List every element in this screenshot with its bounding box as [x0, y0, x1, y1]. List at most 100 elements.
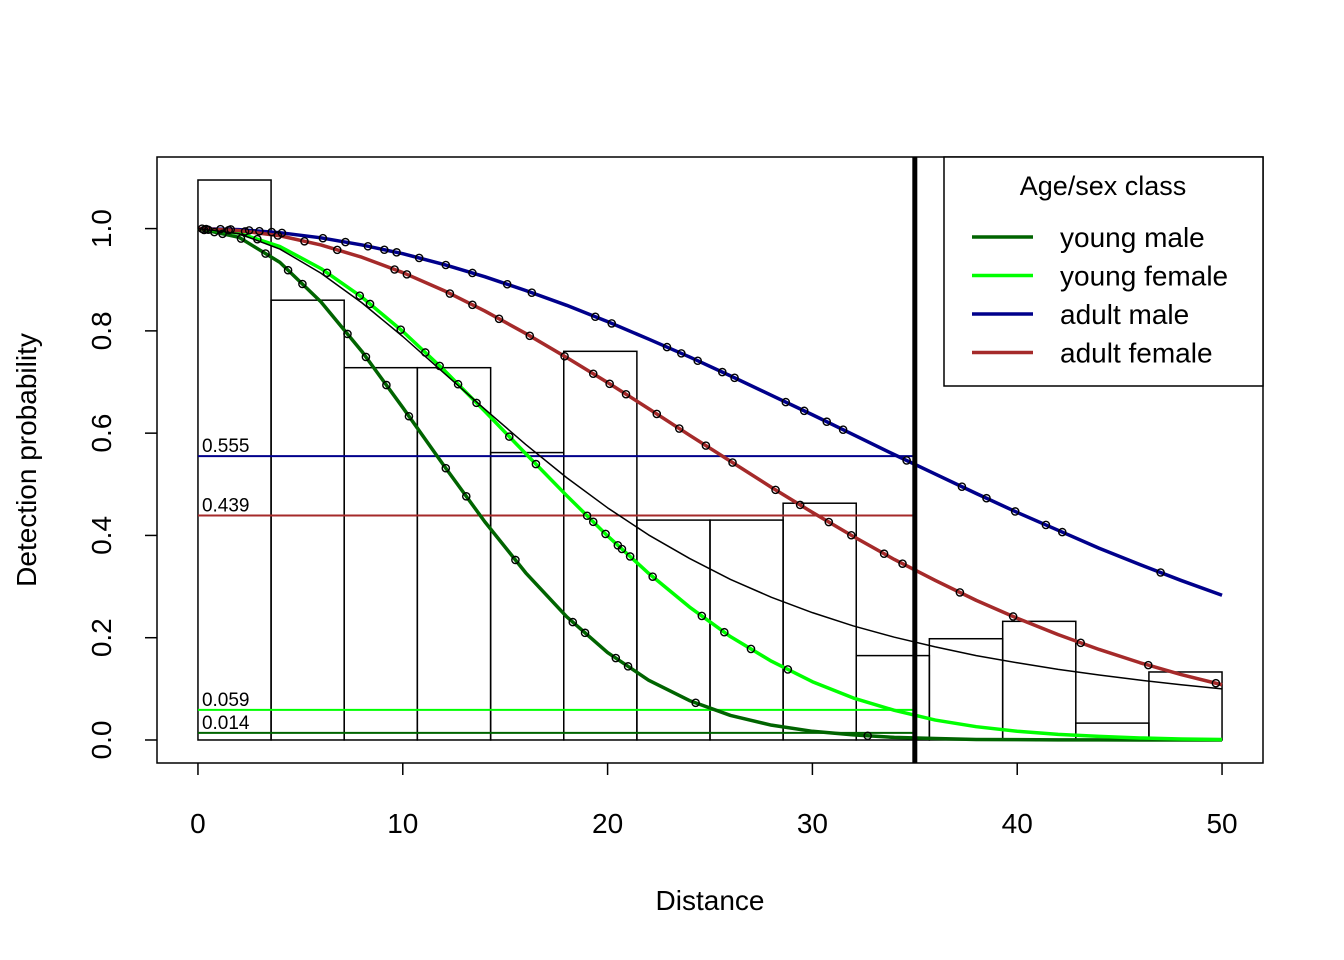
observation-point: [216, 224, 225, 234]
histogram-bar: [1001, 620, 1077, 741]
observation-point: [605, 379, 614, 389]
x-tick-label: 30: [797, 808, 828, 839]
observation-point: [648, 572, 657, 581]
observation-point: [300, 236, 309, 246]
observation-point: [617, 544, 627, 554]
histogram-bar: [416, 366, 492, 741]
observation-point: [799, 406, 809, 416]
observation-point: [730, 373, 739, 383]
observation-point: [1057, 527, 1067, 537]
observation-point: [361, 352, 371, 362]
x-tick-label: 10: [387, 808, 418, 839]
observation-point: [824, 517, 834, 527]
x-axis-label: Distance: [656, 885, 765, 916]
y-tick-label: 0.0: [86, 721, 117, 760]
y-axis-label: Detection probability: [11, 333, 42, 587]
legend-entry-label: adult female: [1060, 338, 1213, 369]
observation-point: [525, 331, 535, 341]
detection-curve: [197, 226, 1223, 687]
observation-point: [1008, 612, 1018, 621]
observation-point: [453, 379, 463, 389]
observation-point: [441, 463, 451, 473]
observation-point: [253, 234, 262, 244]
observation-points: [197, 224, 1221, 741]
observation-point: [396, 325, 406, 334]
observation-point: [421, 348, 430, 357]
observation-point: [502, 279, 512, 289]
observation-point: [1156, 568, 1165, 577]
observation-point: [1211, 678, 1221, 688]
observation-point: [355, 291, 365, 300]
histogram-bar: [343, 366, 419, 741]
observation-point: [445, 289, 455, 298]
observation-point: [240, 227, 250, 236]
observation-point: [898, 559, 907, 568]
observation-point: [652, 409, 662, 419]
observation-point: [261, 249, 270, 258]
observation-point: [691, 698, 700, 708]
axes: 0 10 20 30 40 50 0.0 0.2 0.4 0.6 0.8 1.0: [86, 209, 1238, 839]
reference-value-label: 0.014: [202, 713, 250, 734]
observation-point: [693, 356, 703, 366]
distance-histogram: [197, 179, 1223, 741]
observation-point: [623, 662, 633, 671]
observation-point: [197, 224, 207, 233]
observation-point: [468, 268, 477, 278]
observation-point: [771, 485, 780, 495]
observation-point: [611, 653, 621, 663]
observation-point: [435, 361, 444, 371]
x-tick-label: 0: [190, 808, 206, 839]
observation-point: [236, 234, 246, 243]
detection-curves: [197, 226, 1223, 742]
observation-point: [363, 241, 373, 251]
observation-point: [341, 237, 350, 247]
y-tick-label: 1.0: [86, 209, 117, 248]
observation-point: [697, 611, 707, 621]
reference-value-label: 0.439: [202, 495, 250, 516]
observation-point: [591, 312, 600, 322]
observation-point: [365, 299, 375, 309]
observation-point: [494, 314, 504, 324]
average-detection-curve: [197, 227, 1223, 690]
x-tick-label: 50: [1206, 808, 1237, 839]
histogram-bar: [270, 299, 345, 741]
legend-entry-label: adult male: [1060, 299, 1189, 330]
histogram-bar: [197, 179, 272, 741]
histogram-bar: [855, 654, 931, 741]
observation-point: [218, 229, 227, 239]
observation-point: [461, 492, 471, 501]
legend-entry-label: young male: [1060, 222, 1205, 253]
observation-point: [504, 432, 514, 441]
observation-point: [568, 617, 578, 627]
y-tick-label: 0.2: [86, 618, 117, 657]
observation-point: [781, 397, 791, 407]
observation-point: [717, 367, 727, 377]
histogram-bar: [489, 451, 565, 741]
observation-point: [982, 493, 991, 503]
observation-point: [1076, 638, 1086, 648]
histogram-bar: [563, 350, 638, 741]
observation-point: [902, 456, 911, 465]
observation-point: [582, 511, 592, 521]
detection-curve: [197, 226, 1223, 742]
observation-point: [847, 530, 856, 540]
observation-point: [527, 288, 537, 297]
observation-point: [531, 459, 541, 469]
observation-point: [728, 458, 737, 467]
observation-point: [472, 398, 481, 408]
observation-point: [822, 417, 832, 427]
observation-point: [343, 329, 352, 339]
observation-point: [674, 424, 684, 433]
observation-point: [677, 349, 686, 358]
observation-point: [414, 253, 424, 263]
observation-point: [318, 233, 328, 243]
observation-point: [468, 300, 477, 310]
observation-point: [201, 224, 211, 234]
observation-point: [322, 268, 332, 278]
x-tick-label: 20: [592, 808, 623, 839]
observation-point: [392, 248, 401, 257]
observation-point: [332, 245, 342, 255]
observation-point: [1041, 520, 1051, 530]
